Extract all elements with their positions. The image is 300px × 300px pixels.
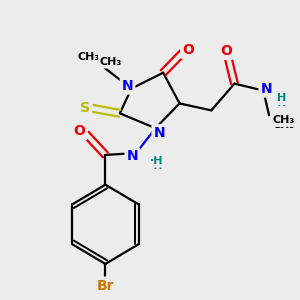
- Text: N: N: [260, 82, 272, 96]
- Text: CH₃: CH₃: [273, 120, 295, 130]
- Text: N: N: [122, 79, 134, 93]
- Text: N: N: [154, 126, 165, 140]
- Text: H: H: [277, 98, 286, 109]
- Text: O: O: [220, 44, 232, 58]
- Text: CH₃: CH₃: [77, 52, 100, 62]
- Text: CH₃: CH₃: [273, 115, 295, 125]
- Text: O: O: [182, 43, 194, 57]
- Text: H: H: [277, 94, 286, 103]
- Text: ·H: ·H: [150, 156, 163, 166]
- Text: N: N: [122, 79, 134, 93]
- Text: S: S: [80, 101, 90, 116]
- Text: O: O: [74, 124, 85, 138]
- Text: O: O: [182, 43, 194, 57]
- Text: O: O: [74, 124, 85, 138]
- Text: O: O: [220, 44, 232, 58]
- Text: CH₃: CH₃: [100, 57, 122, 67]
- Text: N: N: [154, 126, 165, 140]
- Text: N: N: [127, 149, 138, 163]
- Text: Br: Br: [97, 279, 114, 293]
- Text: N: N: [260, 82, 272, 96]
- Text: S: S: [80, 101, 90, 116]
- Text: N: N: [127, 149, 138, 163]
- Text: Br: Br: [97, 279, 114, 293]
- Text: ·H: ·H: [150, 161, 163, 171]
